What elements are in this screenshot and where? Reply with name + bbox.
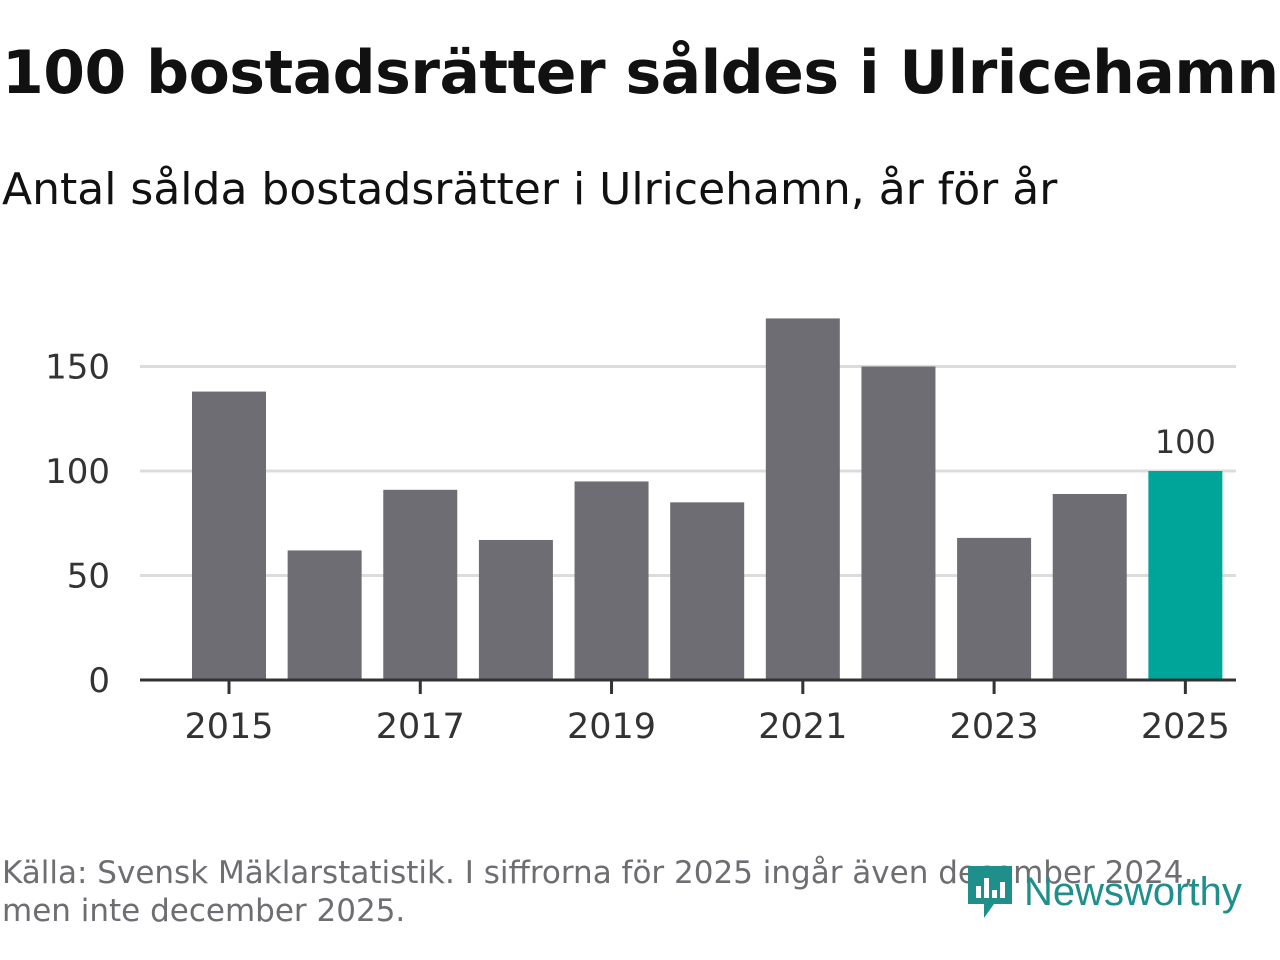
- bar-2015: [192, 391, 266, 680]
- x-tick-label-2025: 2025: [1141, 707, 1230, 747]
- bar-2023: [957, 537, 1032, 680]
- bar-2019: [574, 481, 649, 680]
- x-tick-label-2015: 2015: [184, 707, 273, 747]
- y-tick-label-100: 100: [45, 452, 110, 492]
- x-tick-label-2023: 2023: [950, 707, 1039, 747]
- bar-2018: [478, 539, 553, 680]
- y-tick-label-150: 150: [45, 348, 110, 388]
- bar-2024: [1052, 493, 1127, 680]
- x-tick-label-2021: 2021: [758, 707, 847, 747]
- newsworthy-logo: Newsworthy: [964, 862, 1242, 922]
- bar-2017: [383, 489, 458, 680]
- data-label-2025: 100: [1155, 423, 1216, 461]
- y-tick-label-0: 0: [88, 661, 110, 701]
- newsworthy-chat-icon: [968, 866, 1012, 918]
- bar-2025: [1148, 471, 1223, 680]
- y-tick-label-50: 50: [67, 557, 110, 597]
- bar-2021: [765, 318, 840, 680]
- logo-text: Newsworthy: [1024, 869, 1242, 914]
- chart-title: 100 bostadsrätter såldes i Ulricehamn: [2, 38, 1279, 108]
- chart-subtitle: Antal sålda bostadsrätter i Ulricehamn, …: [2, 164, 1058, 215]
- x-tick-label-2017: 2017: [376, 707, 465, 747]
- bar-2020: [670, 502, 745, 680]
- bar-2022: [861, 366, 936, 680]
- bar-chart: 0 50 100 150 100 2015 2017 2019 2021 2023 2025: [45, 318, 1236, 747]
- bar-2016: [287, 550, 362, 680]
- x-tick-label-2019: 2019: [567, 707, 656, 747]
